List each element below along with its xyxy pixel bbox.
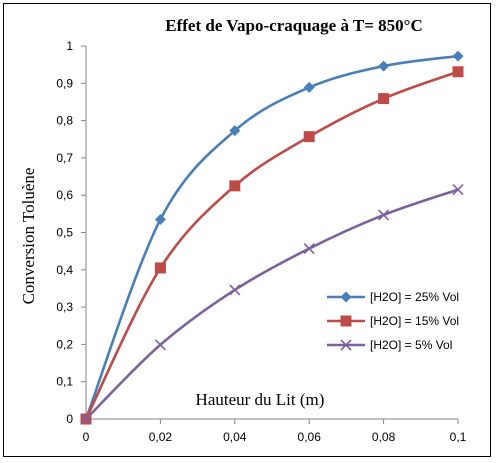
axes: 0 0,1 0,2 0,3 0,4 0,5 0,6 0,7 0,8 0,9 1 0 0,02 0,04 0,… bbox=[56, 39, 466, 444]
legend-entry: [H2O] = 5% Vol bbox=[327, 338, 452, 352]
data-point bbox=[378, 60, 390, 72]
x-tick-label: 0,08 bbox=[372, 430, 396, 444]
y-tick-label: 1 bbox=[66, 39, 73, 53]
legend-entry: [H2O] = 15% Vol bbox=[327, 314, 459, 328]
y-tick-label: 0,5 bbox=[56, 226, 73, 240]
y-tick-label: 0,8 bbox=[56, 114, 73, 128]
data-point bbox=[378, 209, 390, 221]
data-point bbox=[229, 180, 241, 192]
series-2 bbox=[80, 66, 464, 425]
series-1 bbox=[80, 50, 464, 425]
data-point bbox=[452, 184, 464, 196]
legend-entry: [H2O] = 25% Vol bbox=[327, 290, 459, 304]
legend-marker bbox=[340, 291, 352, 303]
data-point bbox=[378, 93, 390, 105]
legend-marker bbox=[340, 339, 352, 351]
data-point bbox=[452, 66, 464, 78]
y-tick-label: 0,4 bbox=[56, 263, 73, 277]
legend-label: [H2O] = 15% Vol bbox=[370, 314, 459, 328]
data-point bbox=[303, 242, 315, 255]
y-tick-label: 0,7 bbox=[56, 151, 73, 165]
x-tick-label: 0,04 bbox=[223, 430, 247, 444]
y-tick-label: 0,3 bbox=[56, 300, 73, 314]
legend: [H2O] = 25% Vol [H2O] = 15% Vol [H2O] = 5%… bbox=[327, 290, 459, 352]
series-layer bbox=[80, 50, 464, 425]
y-axis-title: Conversion Toluène bbox=[19, 168, 38, 305]
chart-title: Effet de Vapo-craquage à T= 850°C bbox=[165, 16, 422, 35]
data-point bbox=[229, 284, 241, 296]
data-point bbox=[154, 262, 166, 274]
x-tick-label: 0,06 bbox=[298, 430, 322, 444]
x-axis-title: Hauteur du Lit (m) bbox=[196, 390, 325, 409]
series-line bbox=[85, 188, 459, 420]
y-tick-label: 0 bbox=[66, 412, 73, 426]
data-point bbox=[303, 131, 315, 143]
y-tick-label: 0,1 bbox=[56, 375, 73, 389]
series-line bbox=[84, 54, 459, 420]
x-tick-label: 0,02 bbox=[149, 430, 173, 444]
y-tick-label: 0,6 bbox=[56, 188, 73, 202]
legend-label: [H2O] = 25% Vol bbox=[370, 290, 459, 304]
x-tick-label: 0,1 bbox=[450, 430, 467, 444]
data-point bbox=[452, 50, 464, 62]
y-tick-label: 0,9 bbox=[56, 76, 73, 90]
data-point bbox=[154, 213, 166, 225]
data-point bbox=[80, 413, 92, 425]
series-3 bbox=[80, 184, 464, 425]
x-tick-label: 0 bbox=[83, 430, 90, 444]
data-point bbox=[154, 339, 166, 351]
data-point bbox=[303, 81, 315, 93]
series-line bbox=[84, 70, 459, 420]
legend-marker bbox=[340, 315, 352, 327]
legend-label: [H2O] = 5% Vol bbox=[370, 338, 452, 352]
y-tick-label: 0,2 bbox=[56, 337, 73, 351]
data-point bbox=[229, 125, 241, 137]
